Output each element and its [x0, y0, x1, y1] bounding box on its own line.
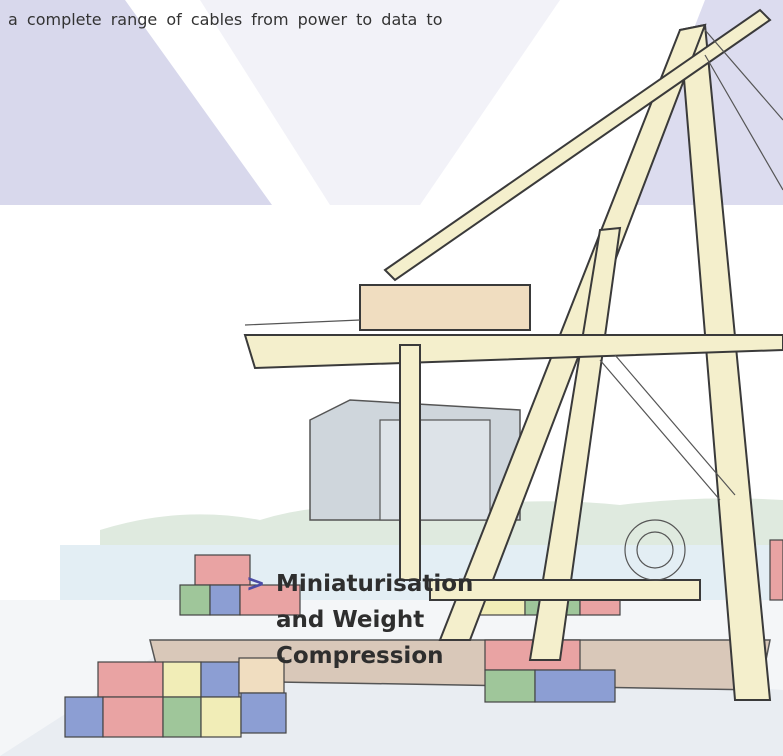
heading-line: and Weight — [276, 602, 473, 638]
heading-marker: > — [246, 566, 265, 602]
heading-line: Miniaturisation — [276, 566, 473, 602]
section-heading: > Miniaturisation and Weight Compression — [246, 566, 473, 674]
heading-line: Compression — [276, 638, 473, 674]
page: a complete range of cables from power to… — [0, 0, 783, 756]
intro-text: a complete range of cables from power to… — [8, 10, 443, 29]
